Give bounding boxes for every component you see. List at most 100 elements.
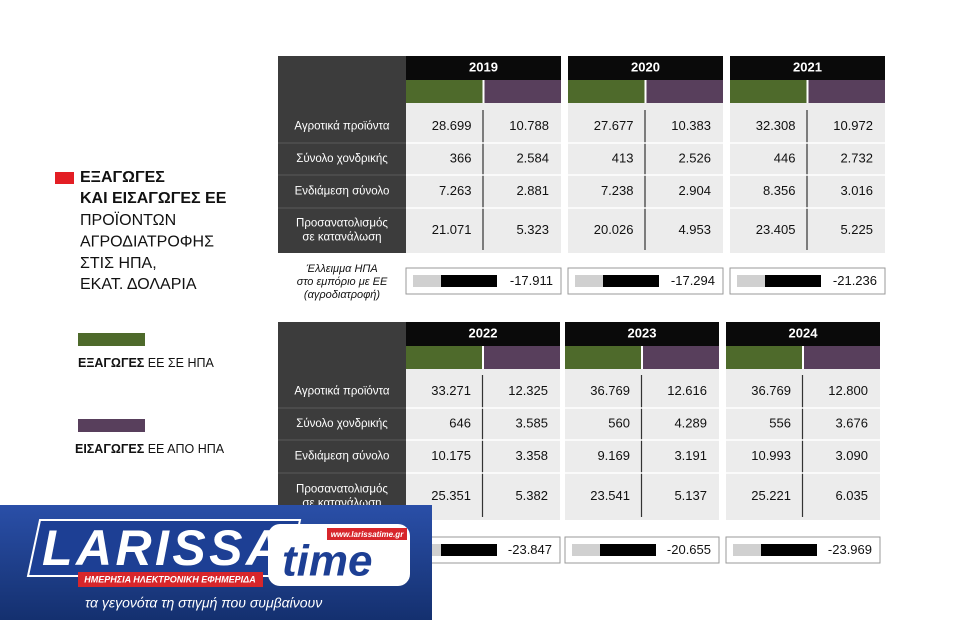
cell-value: 10.175 — [431, 448, 471, 463]
cell-value: 27.677 — [594, 118, 634, 133]
row-label: Αγροτικά προϊόντα — [294, 386, 389, 398]
cell-value: 2.732 — [840, 150, 873, 165]
cell-value: 3.676 — [835, 415, 868, 430]
legend-subtitle: ΑΓΡΟΔΙΑΤΡΟΦΗΣ — [80, 234, 214, 251]
deficit-bar-light — [737, 275, 765, 287]
year-header — [406, 56, 561, 80]
legend-title: ΕΞΑΓΩΓΕΣ — [80, 169, 165, 186]
cell-value: 446 — [774, 150, 796, 165]
cell-value: 12.325 — [508, 383, 548, 398]
deficit-bar-dark — [765, 275, 821, 287]
row-label: Σύνολο χονδρικής — [296, 153, 388, 165]
imports-header — [804, 346, 880, 369]
logo-strap-bg — [78, 572, 263, 587]
row-label: Ενδιάμεση σύνολο — [295, 451, 390, 463]
logo-name: LARISSA — [42, 520, 282, 576]
row-label: Ενδιάμεση σύνολο — [295, 186, 390, 198]
year: 2020 — [631, 59, 660, 74]
legend-subtitle: ΣΤΙΣ ΗΠΑ, — [80, 255, 157, 272]
deficit-value: -20.655 — [667, 542, 711, 557]
year: 2022 — [469, 325, 498, 340]
cell-value: 5.225 — [840, 222, 873, 237]
cell-value: 6.035 — [835, 488, 868, 503]
year: 2023 — [628, 325, 657, 340]
imports-header — [808, 80, 885, 103]
legend-item: ΕΞΑΓΩΓΕΣ ΕΕ ΣΕ ΗΠΑ — [78, 356, 215, 370]
deficit-bar-light — [733, 544, 761, 556]
legend-item-bold: ΕΞΑΓΩΓΕΣ — [78, 356, 145, 370]
legend-swatch — [55, 172, 74, 184]
legend-swatch — [78, 333, 145, 346]
cell-value: 32.308 — [756, 118, 796, 133]
cell-value: 4.953 — [678, 222, 711, 237]
cell-value: 646 — [449, 415, 471, 430]
cell-value: 21.071 — [432, 222, 472, 237]
exports-header — [406, 346, 482, 369]
cell-value: 3.585 — [515, 415, 548, 430]
deficit-value: -23.847 — [508, 542, 552, 557]
exports-header — [568, 80, 645, 103]
cell-value: 366 — [450, 150, 472, 165]
deficit-bar-dark — [441, 275, 497, 287]
deficit-bar-light — [575, 275, 603, 287]
imports-header — [646, 80, 723, 103]
exports-header — [406, 80, 483, 103]
logo-name-2: time — [282, 537, 372, 586]
cell-value: 2.881 — [516, 183, 549, 198]
deficit-bar-dark — [441, 544, 497, 556]
deficit-label: Έλλειμμα ΗΠΑ — [306, 263, 377, 275]
legend-subtitle: ΕΚΑΤ. ΔΟΛΑΡΙΑ — [80, 276, 197, 293]
cell-value: 4.289 — [674, 415, 707, 430]
deficit-label: (αγροδιατροφή) — [304, 289, 380, 301]
imports-header — [484, 346, 560, 369]
year: 2024 — [789, 325, 819, 340]
cell-value: 560 — [608, 415, 630, 430]
cell-value: 7.263 — [439, 183, 472, 198]
row-label: Σύνολο χονδρικής — [296, 418, 388, 430]
cell-value: 3.191 — [674, 448, 707, 463]
cell-value: 33.271 — [431, 383, 471, 398]
year-header — [730, 56, 885, 80]
deficit-bar-light — [572, 544, 600, 556]
cell-value: 3.016 — [840, 183, 873, 198]
cell-value: 5.137 — [674, 488, 707, 503]
cell-value: 5.382 — [515, 488, 548, 503]
cell-value: 36.769 — [590, 383, 630, 398]
legend-title: ΚΑΙ ΕΙΣΑΓΩΓΕΣ ΕΕ — [80, 190, 227, 207]
row-label: σε κατανάλωση — [302, 232, 381, 244]
legend-item-bold: ΕΙΣΑΓΩΓΕΣ — [75, 442, 145, 456]
imports-header — [484, 80, 561, 103]
deficit-label: στο εμπόριο με ΕΕ — [297, 276, 388, 288]
cell-value: 3.358 — [515, 448, 548, 463]
year-header — [565, 322, 719, 346]
deficit-bar-dark — [600, 544, 656, 556]
year-header — [568, 56, 723, 80]
deficit-value: -17.294 — [671, 273, 715, 288]
year: 2021 — [793, 59, 822, 74]
year-header — [726, 322, 880, 346]
imports-header — [643, 346, 719, 369]
exports-header — [730, 80, 807, 103]
cell-value: 23.405 — [756, 222, 796, 237]
row-label: Προσανατολισμός — [296, 218, 388, 230]
cell-value: 25.351 — [431, 488, 471, 503]
cell-value: 20.026 — [594, 222, 634, 237]
deficit-value: -17.911 — [510, 273, 553, 288]
legend-subtitle: ΠΡΟΪΟΝΤΩΝ — [80, 211, 176, 229]
legend-item-text: ΕΕ ΑΠΟ ΗΠΑ — [148, 442, 225, 456]
deficit-bar-light — [413, 275, 441, 287]
cell-value: 23.541 — [590, 488, 630, 503]
legend-item: ΕΙΣΑΓΩΓΕΣ ΕΕ ΑΠΟ ΗΠΑ — [75, 442, 225, 456]
logo-url-bg — [327, 528, 407, 540]
logo-strap: ΗΜΕΡΗΣΙΑ ΗΛΕΚΤΡΟΝΙΚΗ ΕΦΗΜΕΡΙΔΑ — [84, 574, 255, 584]
row-label: Προσανατολισμός — [296, 484, 388, 496]
cell-value: 25.221 — [751, 488, 791, 503]
row-label-panel — [278, 56, 406, 253]
legend-swatch — [78, 419, 145, 432]
cell-value: 10.383 — [671, 118, 711, 133]
deficit-value: -21.236 — [833, 273, 877, 288]
year: 2019 — [469, 59, 498, 74]
cell-value: 3.090 — [835, 448, 868, 463]
cell-value: 556 — [769, 415, 791, 430]
